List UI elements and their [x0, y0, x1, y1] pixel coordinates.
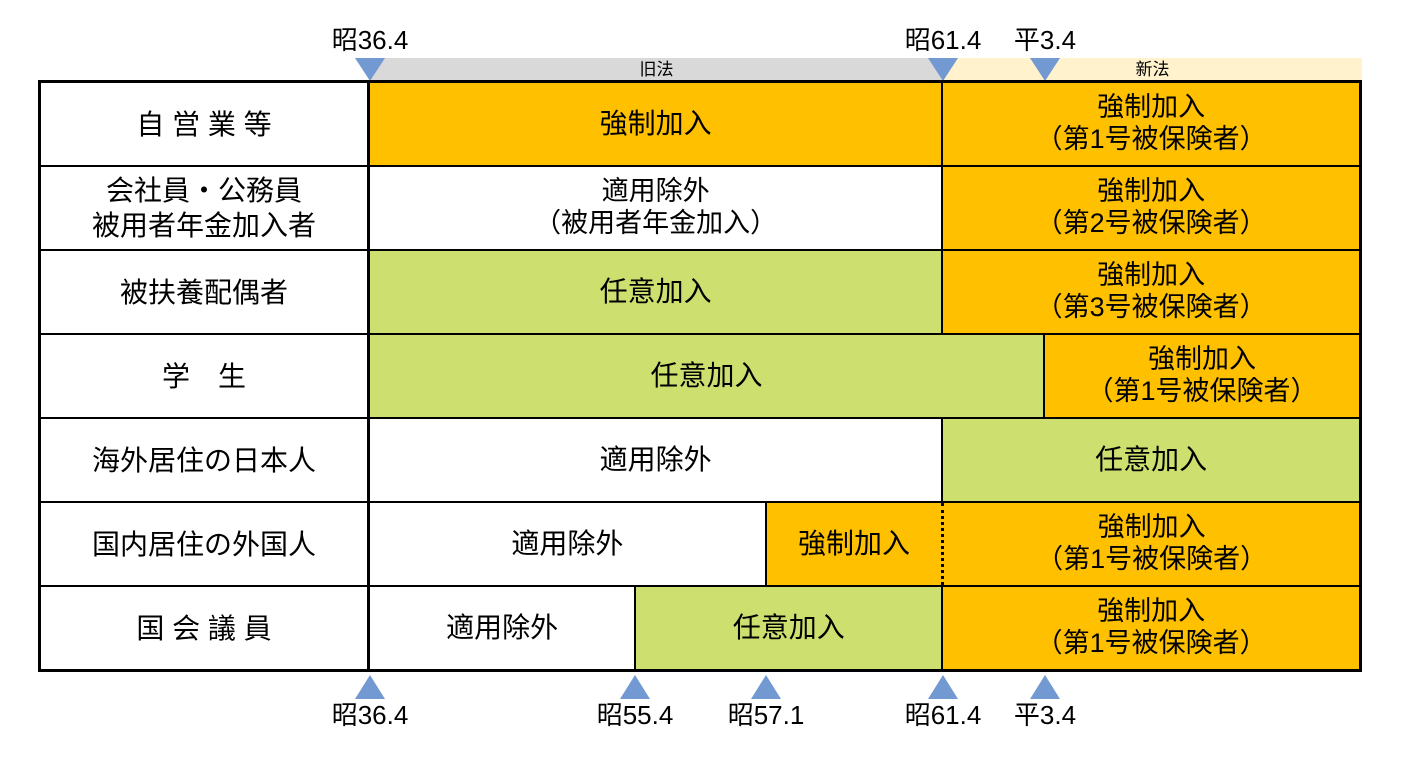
row-timeline-track: 適用除外 任意加入 強制加入 （第1号被保険者） — [370, 587, 1359, 669]
coverage-segment-text: 強制加入 — [1097, 176, 1206, 207]
coverage-segment-text: 強制加入 — [1147, 344, 1256, 375]
coverage-segment-text: （第1号被保険者） — [1086, 376, 1318, 406]
top-marker-label: 平3.4 — [1013, 25, 1077, 55]
coverage-segment: 適用除外 （被用者年金加入） — [370, 167, 942, 249]
coverage-segment-text: 強制加入 — [599, 108, 712, 140]
row-timeline-track: 任意加入 強制加入 （第3号被保険者） — [370, 251, 1359, 333]
row-category-label-line: 海外居住の日本人 — [91, 444, 316, 476]
era-band-old-law: 旧法 — [370, 58, 943, 80]
coverage-segment-text: 任意加入 — [599, 276, 712, 308]
coverage-segment-text: 任意加入 — [732, 612, 845, 644]
row-category-label: 自 営 業 等 — [41, 83, 370, 165]
coverage-segment-text: 任意加入 — [1095, 444, 1208, 476]
coverage-segment-text: 強制加入 — [1097, 260, 1206, 291]
coverage-segment-text: 適用除外 — [599, 444, 712, 476]
coverage-segment-text: 強制加入 — [1097, 92, 1206, 123]
coverage-segment-text: 強制加入 — [1097, 596, 1206, 627]
coverage-segment: 任意加入 — [941, 419, 1359, 501]
coverage-segment: 強制加入 — [370, 83, 942, 165]
bottom-marker-label: 昭61.4 — [904, 700, 982, 730]
row-category-label: 国内居住の外国人 — [41, 503, 370, 585]
triangle-up-marker-icon — [1030, 675, 1060, 699]
era-band-new-law: 新法 — [943, 58, 1362, 80]
coverage-segment: 強制加入 （第1号被保険者） — [941, 503, 1359, 585]
coverage-segment-text: 強制加入 — [1097, 512, 1206, 543]
triangle-up-marker-icon — [355, 675, 385, 699]
row-category-label-line: 自 営 業 等 — [136, 108, 272, 140]
triangle-down-marker-icon — [1030, 58, 1060, 81]
bottom-marker-label: 昭36.4 — [331, 700, 409, 730]
table-row: 会社員・公務員 被用者年金加入者 適用除外 （被用者年金加入） 強制加入 （第2号被保険者… — [41, 165, 1359, 249]
table-row: 被扶養配偶者 任意加入 強制加入 （第3号被保険者） — [41, 249, 1359, 333]
coverage-segment-text: 任意加入 — [650, 360, 763, 392]
bottom-marker-label: 昭55.4 — [596, 700, 674, 730]
row-timeline-track: 適用除外 任意加入 — [370, 419, 1359, 501]
coverage-segment: 強制加入 — [764, 503, 942, 585]
coverage-segment: 適用除外 — [370, 419, 942, 501]
row-timeline-track: 適用除外 （被用者年金加入） 強制加入 （第2号被保険者） — [370, 167, 1359, 249]
coverage-segment: 強制加入 （第1号被保険者） — [941, 83, 1359, 165]
row-category-label: 学 生 — [41, 335, 370, 417]
bottom-marker-label: 平3.4 — [1013, 700, 1077, 730]
coverage-segment-text: 強制加入 — [798, 528, 911, 560]
top-marker-label: 昭36.4 — [331, 25, 409, 55]
row-category-label: 会社員・公務員 被用者年金加入者 — [41, 167, 370, 249]
row-category-label: 被扶養配偶者 — [41, 251, 370, 333]
table-row: 国 会 議 員 適用除外 任意加入 強制加入 （第1号被保険者） — [41, 585, 1359, 669]
coverage-segment: 適用除外 — [370, 587, 635, 669]
row-timeline-track: 適用除外 強制加入 強制加入 （第1号被保険者） — [370, 503, 1359, 585]
top-marker-label: 昭61.4 — [904, 25, 982, 55]
table-row: 海外居住の日本人 適用除外 任意加入 — [41, 417, 1359, 501]
coverage-segment-text: （第1号被保険者） — [1036, 544, 1268, 574]
coverage-segment: 強制加入 （第3号被保険者） — [941, 251, 1359, 333]
coverage-segment-text: （被用者年金加入） — [534, 208, 778, 238]
coverage-segment: 強制加入 （第1号被保険者） — [941, 587, 1359, 669]
row-timeline-track: 任意加入 強制加入 （第1号被保険者） — [370, 335, 1359, 417]
triangle-down-marker-icon — [928, 58, 958, 81]
row-category-label: 海外居住の日本人 — [41, 419, 370, 501]
coverage-segment-text: 適用除外 — [446, 612, 559, 644]
bottom-marker-label: 昭57.1 — [727, 700, 805, 730]
coverage-segment-text: 適用除外 — [511, 528, 624, 560]
triangle-up-marker-icon — [928, 675, 958, 699]
table-row: 学 生 任意加入 強制加入 （第1号被保険者） — [41, 333, 1359, 417]
coverage-segment: 任意加入 — [370, 335, 1043, 417]
coverage-table: 自 営 業 等強制加入 強制加入 （第1号被保険者） 会社員・公務員 被用者年金加入者適… — [38, 80, 1362, 672]
row-category-label-line: 国 会 議 員 — [136, 612, 272, 644]
coverage-segment-text: （第3号被保険者） — [1035, 292, 1267, 322]
coverage-segment-text: 適用除外 — [601, 176, 710, 207]
coverage-segment-text: （第1号被保険者） — [1035, 628, 1267, 658]
coverage-segment-text: （第2号被保険者） — [1035, 208, 1267, 238]
row-category-label: 国 会 議 員 — [41, 587, 370, 669]
table-row: 自 営 業 等強制加入 強制加入 （第1号被保険者） — [41, 83, 1359, 165]
row-timeline-track: 強制加入 強制加入 （第1号被保険者） — [370, 83, 1359, 165]
coverage-segment: 適用除外 — [370, 503, 765, 585]
row-category-label-line: 学 生 — [161, 360, 246, 392]
coverage-segment: 強制加入 （第2号被保険者） — [941, 167, 1359, 249]
coverage-segment: 強制加入 （第1号被保険者） — [1042, 335, 1359, 417]
row-category-label-line: 被扶養配偶者 — [119, 276, 288, 308]
row-category-label-line: 国内居住の外国人 — [91, 528, 316, 560]
table-row: 国内居住の外国人 適用除外 強制加入 強制加入 （第1号被保険者） — [41, 501, 1359, 585]
row-category-label-line: 被用者年金加入者 — [91, 210, 316, 241]
coverage-segment: 任意加入 — [370, 251, 942, 333]
triangle-down-marker-icon — [355, 58, 385, 81]
triangle-up-marker-icon — [620, 675, 650, 699]
coverage-segment: 任意加入 — [634, 587, 942, 669]
coverage-segment-text: （第1号被保険者） — [1035, 124, 1267, 154]
row-category-label-line: 会社員・公務員 — [105, 175, 302, 206]
triangle-up-marker-icon — [751, 675, 781, 699]
